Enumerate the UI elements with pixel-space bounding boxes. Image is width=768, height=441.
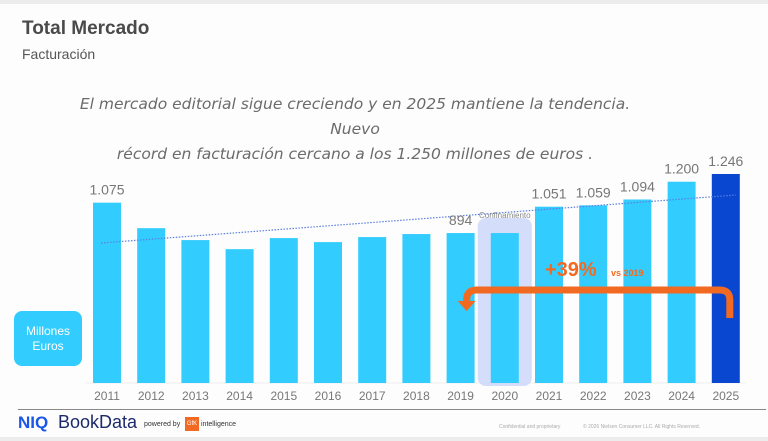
growth-percentage: +39% bbox=[545, 259, 597, 281]
x-tick-label-2022: 2022 bbox=[580, 389, 607, 403]
niq-logo: NIQ bbox=[18, 413, 49, 432]
headline-line-1: El mercado editorial sigue creciendo y e… bbox=[79, 95, 631, 138]
headline-line-2: récord en facturación cercano a los 1.25… bbox=[116, 145, 594, 163]
bar-2018 bbox=[402, 234, 431, 383]
x-tick-label-2018: 2018 bbox=[403, 389, 430, 403]
x-tick-label-2015: 2015 bbox=[270, 389, 297, 403]
x-tick-label-2014: 2014 bbox=[226, 389, 253, 403]
gfk-logo: GfK bbox=[185, 417, 199, 431]
powered-by-text: powered by bbox=[144, 421, 181, 428]
confidential-text: Confidential and proprietary bbox=[499, 424, 561, 430]
x-tick-label-2020: 2020 bbox=[491, 389, 518, 403]
data-label-2025: 1.246 bbox=[708, 153, 743, 169]
trendline bbox=[100, 194, 736, 244]
data-label-2011: 1.075 bbox=[89, 182, 124, 198]
bar-2017 bbox=[358, 237, 387, 383]
confinement-label: Confinamiento bbox=[479, 211, 531, 220]
footer-divider bbox=[18, 409, 766, 410]
unit-label-line-2: Euros bbox=[32, 338, 64, 353]
data-label-2023: 1.094 bbox=[620, 178, 655, 194]
bar-2022 bbox=[579, 205, 608, 383]
x-tick-label-2024: 2024 bbox=[668, 389, 695, 403]
data-label-2022: 1.059 bbox=[576, 184, 611, 200]
x-tick-label-2013: 2013 bbox=[182, 389, 209, 403]
page-title: Total Mercado bbox=[22, 18, 150, 39]
intelligence-text: intelligence bbox=[201, 421, 237, 428]
bar-2025 bbox=[711, 174, 740, 383]
unit-label-line-1: Millones bbox=[25, 323, 70, 338]
page-subtitle: Facturación bbox=[22, 46, 96, 62]
growth-arrow-head bbox=[457, 301, 476, 311]
x-tick-label-2025: 2025 bbox=[712, 389, 739, 403]
bottom-border bbox=[0, 437, 768, 441]
bar-2020 bbox=[490, 233, 519, 383]
data-label-2024: 1.200 bbox=[664, 161, 699, 177]
growth-arrow bbox=[463, 286, 734, 318]
headline: El mercado editorial sigue creciendo y e… bbox=[60, 92, 650, 167]
x-tick-label-2019: 2019 bbox=[447, 389, 474, 403]
top-border bbox=[0, 0, 768, 4]
x-tick-label-2012: 2012 bbox=[138, 389, 165, 403]
bar-2012 bbox=[137, 228, 166, 383]
bar-2015 bbox=[269, 238, 298, 383]
data-label-2021: 1.051 bbox=[531, 186, 566, 202]
x-tick-label-2011: 2011 bbox=[94, 389, 120, 403]
bar-2011 bbox=[93, 202, 121, 383]
x-tick-label-2016: 2016 bbox=[315, 389, 342, 403]
growth-comparison: vs 2019 bbox=[611, 268, 644, 278]
bar-2021 bbox=[535, 206, 563, 383]
x-tick-label-2017: 2017 bbox=[359, 389, 386, 403]
x-tick-label-2021: 2021 bbox=[536, 389, 563, 403]
bar-2016 bbox=[314, 242, 342, 383]
bar-2024 bbox=[667, 181, 696, 383]
bar-2013 bbox=[181, 240, 210, 383]
bookdata-logo: BookData bbox=[58, 412, 138, 432]
copyright-text: © 2026 Nielsen Consumer LLC. All Rights … bbox=[583, 424, 701, 430]
data-label-2019: 894 bbox=[449, 212, 473, 228]
unit-label-box: Millones Euros bbox=[14, 311, 82, 366]
bar-2019 bbox=[446, 233, 475, 383]
x-tick-label-2023: 2023 bbox=[624, 389, 651, 403]
bar-2014 bbox=[225, 249, 254, 383]
